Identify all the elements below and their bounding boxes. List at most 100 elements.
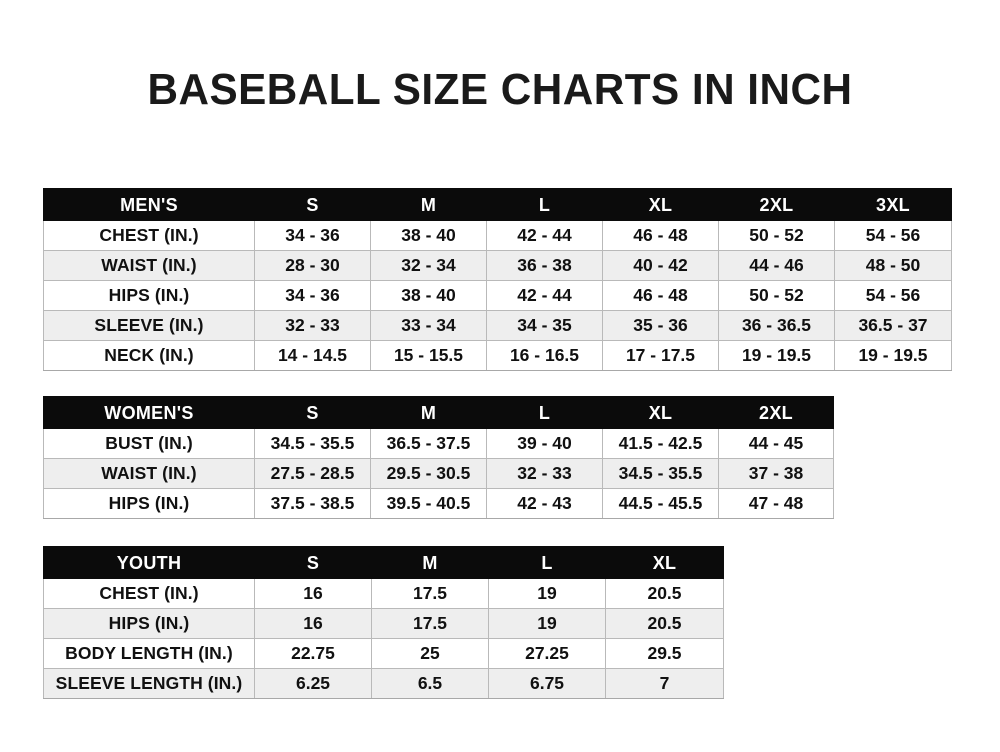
measurement-cell: 34 - 35: [486, 310, 603, 341]
measurement-cell: 6.75: [488, 668, 606, 699]
measurement-cell: 37 - 38: [718, 458, 834, 489]
row-label: BODY LENGTH (IN.): [43, 638, 255, 669]
table-row: BUST (IN.) 34.5 - 35.5 36.5 - 37.5 39 - 40 4…: [43, 428, 834, 459]
youth-column-header-m: M: [371, 546, 489, 579]
table-row: SLEEVE (IN.) 32 - 33 33 - 34 34 - 35 35 - 36…: [43, 310, 952, 341]
measurement-cell: 19: [488, 578, 606, 609]
measurement-cell: 39 - 40: [486, 428, 603, 459]
youth-size-table: YOUTH S M L XL CHEST (IN.) 16 17.5 19 20.5 HIPS (…: [43, 546, 724, 699]
mens-column-header-s: S: [254, 188, 371, 221]
measurement-cell: 32 - 34: [370, 250, 487, 281]
mens-size-chart: MEN'S S M L XL 2XL 3XL CHEST (IN.) 34 - 36 38 - …: [43, 188, 952, 371]
youth-table-body: CHEST (IN.) 16 17.5 19 20.5 HIPS (IN.) 16 17.5 1…: [43, 578, 724, 699]
measurement-cell: 32 - 33: [486, 458, 603, 489]
mens-header-row: MEN'S S M L XL 2XL 3XL: [43, 188, 952, 221]
measurement-cell: 19: [488, 608, 606, 639]
row-label: HIPS (IN.): [43, 488, 255, 519]
measurement-cell: 37.5 - 38.5: [254, 488, 371, 519]
table-row: WAIST (IN.) 28 - 30 32 - 34 36 - 38 40 - 42 4…: [43, 250, 952, 281]
measurement-cell: 28 - 30: [254, 250, 371, 281]
row-label: CHEST (IN.): [43, 220, 255, 251]
womens-table-body: BUST (IN.) 34.5 - 35.5 36.5 - 37.5 39 - 40 4…: [43, 428, 834, 519]
measurement-cell: 20.5: [605, 578, 724, 609]
womens-column-header-m: M: [370, 396, 487, 429]
measurement-cell: 54 - 56: [834, 220, 952, 251]
womens-column-header-xl: XL: [602, 396, 719, 429]
youth-table-head: YOUTH S M L XL: [43, 546, 724, 579]
measurement-cell: 29.5: [605, 638, 724, 669]
measurement-cell: 22.75: [254, 638, 372, 669]
table-row: SLEEVE LENGTH (IN.) 6.25 6.5 6.75 7: [43, 668, 724, 699]
youth-size-chart: YOUTH S M L XL CHEST (IN.) 16 17.5 19 20.5 HIPS (…: [43, 546, 724, 699]
measurement-cell: 33 - 34: [370, 310, 487, 341]
measurement-cell: 36.5 - 37.5: [370, 428, 487, 459]
measurement-cell: 27.25: [488, 638, 606, 669]
row-label: HIPS (IN.): [43, 608, 255, 639]
measurement-cell: 19 - 19.5: [834, 340, 952, 371]
measurement-cell: 44.5 - 45.5: [602, 488, 719, 519]
mens-column-header-3xl: 3XL: [834, 188, 952, 221]
youth-column-header-s: S: [254, 546, 372, 579]
mens-column-header-m: M: [370, 188, 487, 221]
measurement-cell: 32 - 33: [254, 310, 371, 341]
measurement-cell: 14 - 14.5: [254, 340, 371, 371]
measurement-cell: 54 - 56: [834, 280, 952, 311]
mens-column-header-l: L: [486, 188, 603, 221]
measurement-cell: 20.5: [605, 608, 724, 639]
measurement-cell: 46 - 48: [602, 220, 719, 251]
measurement-cell: 42 - 44: [486, 220, 603, 251]
measurement-cell: 17.5: [371, 578, 489, 609]
mens-table-head: MEN'S S M L XL 2XL 3XL: [43, 188, 952, 221]
measurement-cell: 44 - 46: [718, 250, 835, 281]
table-row: CHEST (IN.) 34 - 36 38 - 40 42 - 44 46 - 48 5…: [43, 220, 952, 251]
womens-column-header-s: S: [254, 396, 371, 429]
measurement-cell: 7: [605, 668, 724, 699]
measurement-cell: 34 - 36: [254, 220, 371, 251]
row-label: HIPS (IN.): [43, 280, 255, 311]
measurement-cell: 17 - 17.5: [602, 340, 719, 371]
youth-table-title-cell: YOUTH: [43, 546, 255, 579]
row-label: SLEEVE (IN.): [43, 310, 255, 341]
womens-column-header-l: L: [486, 396, 603, 429]
youth-column-header-xl: XL: [605, 546, 724, 579]
measurement-cell: 42 - 43: [486, 488, 603, 519]
measurement-cell: 42 - 44: [486, 280, 603, 311]
table-row: HIPS (IN.) 34 - 36 38 - 40 42 - 44 46 - 48 50…: [43, 280, 952, 311]
row-label: NECK (IN.): [43, 340, 255, 371]
row-label: BUST (IN.): [43, 428, 255, 459]
womens-header-row: WOMEN'S S M L XL 2XL: [43, 396, 834, 429]
measurement-cell: 36 - 38: [486, 250, 603, 281]
womens-table-head: WOMEN'S S M L XL 2XL: [43, 396, 834, 429]
measurement-cell: 29.5 - 30.5: [370, 458, 487, 489]
measurement-cell: 50 - 52: [718, 280, 835, 311]
measurement-cell: 38 - 40: [370, 220, 487, 251]
measurement-cell: 40 - 42: [602, 250, 719, 281]
measurement-cell: 38 - 40: [370, 280, 487, 311]
measurement-cell: 47 - 48: [718, 488, 834, 519]
table-row: BODY LENGTH (IN.) 22.75 25 27.25 29.5: [43, 638, 724, 669]
womens-size-chart: WOMEN'S S M L XL 2XL BUST (IN.) 34.5 - 35.5 36.…: [43, 396, 834, 519]
measurement-cell: 17.5: [371, 608, 489, 639]
measurement-cell: 27.5 - 28.5: [254, 458, 371, 489]
mens-table-body: CHEST (IN.) 34 - 36 38 - 40 42 - 44 46 - 48 5…: [43, 220, 952, 371]
measurement-cell: 25: [371, 638, 489, 669]
row-label: SLEEVE LENGTH (IN.): [43, 668, 255, 699]
measurement-cell: 34.5 - 35.5: [254, 428, 371, 459]
measurement-cell: 16: [254, 608, 372, 639]
measurement-cell: 34.5 - 35.5: [602, 458, 719, 489]
table-row: WAIST (IN.) 27.5 - 28.5 29.5 - 30.5 32 - 33…: [43, 458, 834, 489]
womens-column-header-2xl: 2XL: [718, 396, 834, 429]
measurement-cell: 39.5 - 40.5: [370, 488, 487, 519]
measurement-cell: 6.25: [254, 668, 372, 699]
measurement-cell: 36 - 36.5: [718, 310, 835, 341]
mens-size-table: MEN'S S M L XL 2XL 3XL CHEST (IN.) 34 - 36 38 - …: [43, 188, 952, 371]
measurement-cell: 44 - 45: [718, 428, 834, 459]
row-label: WAIST (IN.): [43, 458, 255, 489]
measurement-cell: 34 - 36: [254, 280, 371, 311]
measurement-cell: 16 - 16.5: [486, 340, 603, 371]
measurement-cell: 48 - 50: [834, 250, 952, 281]
measurement-cell: 41.5 - 42.5: [602, 428, 719, 459]
row-label: WAIST (IN.): [43, 250, 255, 281]
youth-header-row: YOUTH S M L XL: [43, 546, 724, 579]
measurement-cell: 36.5 - 37: [834, 310, 952, 341]
